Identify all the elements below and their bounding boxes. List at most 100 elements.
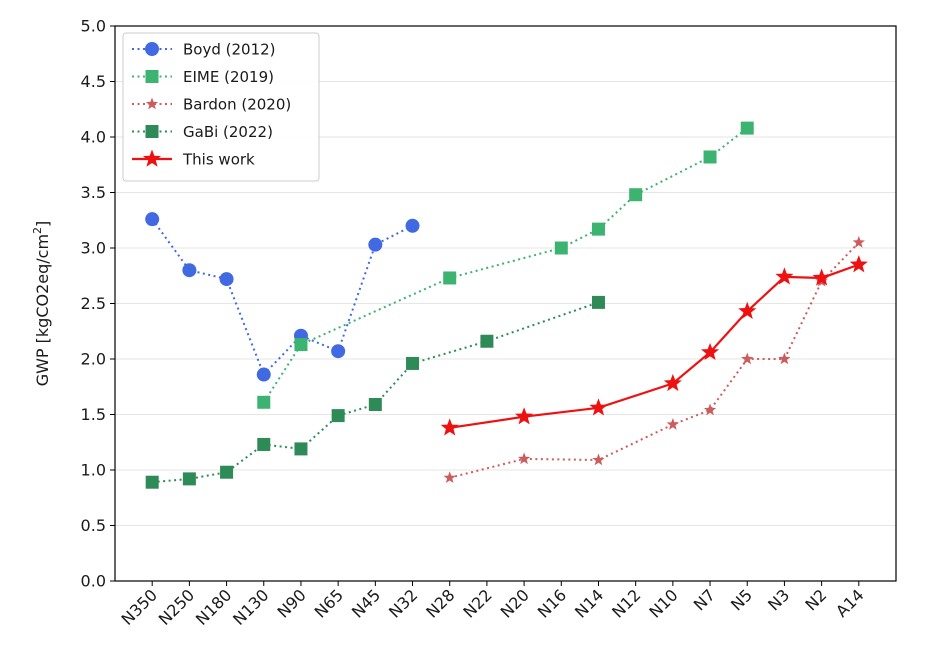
data-point [220,465,234,479]
y-tick-label: 1.5 [81,405,106,424]
legend-marker [145,97,159,110]
series-line [449,263,860,429]
legend-marker [145,70,159,83]
data-point [517,452,531,465]
y-axis-label-tail: ] [33,221,52,227]
data-point [666,417,680,430]
y-tick-label: 5.0 [81,17,106,36]
x-tick-label: N16 [534,585,570,621]
data-point [589,398,608,416]
x-tick-label: N32 [385,585,421,621]
y-tick-label: 3.5 [81,183,106,202]
data-point [701,342,720,361]
data-point [663,373,682,392]
data-point [294,442,308,456]
x-tick-label: N28 [422,585,458,621]
series [145,295,605,489]
legend-label: Bardon (2020) [183,96,291,114]
legend-label: This work [182,151,255,169]
x-tick-label: N5 [727,585,756,614]
x-tick-label: N90 [273,585,309,621]
x-tick-label: N12 [608,585,644,621]
data-point [741,352,754,365]
data-point [256,367,271,382]
data-point [775,267,794,285]
data-point [405,218,420,233]
series-line [262,127,748,403]
data-point [515,407,534,425]
x-tick-label: N350 [118,585,161,628]
data-point [257,395,271,409]
data-point [740,121,754,135]
x-tick-label: N3 [764,585,793,614]
series [440,255,868,436]
data-point [592,453,605,466]
data-point [182,472,196,486]
x-tick-label: N2 [801,585,830,614]
data-point [738,301,757,319]
x-tick-label: A14 [832,585,868,621]
y-tick-label: 3.0 [81,239,106,258]
data-point [182,263,197,278]
y-tick-label: 4.0 [81,128,106,147]
legend-label: GaBi (2022) [183,123,273,141]
y-tick-label: 2.5 [81,294,106,313]
y-axis-label-main: GWP [kgCO2eq/cm [33,234,52,386]
data-point [406,356,420,370]
data-point [440,418,459,436]
data-point [852,235,865,248]
data-point [480,334,494,348]
data-point [368,398,382,412]
series-layer [145,121,868,489]
y-tick-label: 0.0 [81,572,106,591]
data-point [145,212,160,227]
y-tick-label: 2.0 [81,350,106,369]
x-tick-label: N45 [348,585,384,621]
data-point [703,150,717,164]
legend: Boyd (2012) EIME (2019) Bardon (2020) GaBi … [122,32,320,182]
x-tick-label: N180 [192,585,235,628]
data-point [145,475,159,489]
data-point [812,268,831,286]
x-tick-label: N10 [645,585,681,621]
x-tick-label: N20 [497,585,533,621]
series [257,121,754,409]
data-point [368,237,383,252]
data-point [219,272,234,287]
legend-box [122,32,320,182]
x-tick-label: N65 [311,585,347,621]
series [145,212,420,382]
legend-label: EIME (2019) [183,68,274,86]
data-point [849,255,868,273]
data-point [591,295,605,309]
y-tick-label: 0.5 [81,516,106,535]
data-point [591,222,605,236]
legend-marker [142,149,162,167]
data-point [703,403,717,416]
legend-marker [145,42,159,56]
legend-marker [145,125,159,138]
x-tick-label: N14 [571,585,607,621]
data-point [629,188,643,202]
series-line [151,218,413,377]
x-tick-label: N250 [155,585,198,628]
y-axis: 0.0 0.5 1.0 1.5 2.0 2.5 3.0 3.5 4.0 4.5 5.0 [81,17,115,591]
data-point [554,241,568,255]
x-tick-label: N22 [459,585,495,621]
data-point [443,271,457,285]
grid-lines [115,81,896,526]
data-point [294,338,308,352]
data-point [778,352,791,365]
data-point [331,344,346,359]
y-tick-label: 1.0 [81,461,106,480]
legend-label: Boyd (2012) [183,41,276,59]
x-tick-label: N7 [690,585,719,614]
data-point [257,437,271,451]
data-point [331,409,345,423]
y-tick-label: 4.5 [81,72,106,91]
y-axis-label: GWP [kgCO2eq/cm2] [31,221,52,387]
data-point [443,471,456,484]
